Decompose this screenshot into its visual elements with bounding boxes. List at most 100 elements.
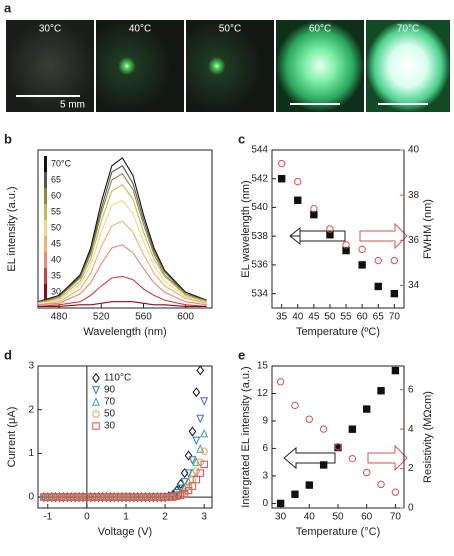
marker [196,414,205,424]
marker [157,493,165,501]
arrow-left [289,226,346,246]
x-tick-label: 40 [292,312,304,323]
y-tick-label: 9 [262,416,268,427]
marker [137,493,146,501]
plot-frame [37,365,213,509]
x-tick-label: 50 [324,312,336,323]
marker [294,196,302,204]
legend-label: 45 [51,238,61,248]
y2-tick-label: 36 [408,235,420,246]
photo-label: 40°C [129,24,151,35]
y-tick-label: 0 [28,492,34,503]
y-tick-label: 534 [251,288,268,299]
marker [59,493,68,501]
x-tick-label: 35 [276,312,288,323]
line [37,275,207,307]
x-axis-label: Temperature (ºC) [296,326,380,338]
marker [319,461,328,469]
legend-marker [92,410,100,418]
marker [294,177,302,186]
y2-axis-label: Resistivity (MΩcm) [422,391,434,483]
marker [362,468,371,477]
legend-swatch [44,236,47,252]
marker [334,443,342,451]
marker [149,493,158,501]
photo-label: 60°C [309,24,331,35]
legend-label: 90 [104,385,116,396]
photo-label: 70°C [397,24,419,35]
marker [122,493,130,501]
photo [96,20,184,112]
marker [51,493,60,501]
photos: 30°C 40°C 50°C 60°C 70°C 5 mm [6,20,450,112]
plot-frame [37,149,213,309]
y2-tick-label: 40 [408,145,420,156]
legend-label: 40 [51,254,61,264]
y-tick-label: 6 [262,443,268,454]
photo [366,20,450,112]
legend-swatch [44,268,47,284]
marker [305,481,314,489]
marker [83,493,91,501]
line [37,165,207,303]
marker [200,447,208,455]
marker [75,493,83,501]
y2-tick-label: 4 [408,424,414,435]
legend-swatch [44,172,47,188]
marker [200,460,208,469]
x-tick-label: 70 [389,312,401,323]
x-tick-label: 50 [332,512,344,523]
y-tick-label: 542 [251,173,268,184]
marker [291,401,299,410]
marker [40,493,48,501]
x-axis-label: Temperature (°C) [296,526,380,538]
marker [192,436,201,446]
legend-label: 70 [104,397,116,408]
legend-label: 110°C [104,373,131,384]
marker [161,493,169,501]
marker [310,204,318,213]
marker [87,493,95,501]
marker [348,454,357,463]
legend-label: 50 [51,222,61,232]
y-tick-label: 15 [257,361,269,372]
y-tick-label: 540 [251,202,268,213]
marker [141,493,150,501]
legend-label: 30 [104,421,116,432]
x-tick-label: 65 [373,312,385,323]
marker [188,482,197,490]
y2-tick-label: 6 [408,384,414,395]
panel-label: a [4,0,12,15]
legend-label: 50 [104,409,116,420]
legend-label: 65 [51,174,61,184]
legend-label: 30 [51,286,61,296]
marker [276,378,285,386]
marker [98,493,107,501]
marker [47,493,56,501]
x-tick-label: 1 [123,512,129,523]
marker [277,175,286,183]
y2-tick-label: 34 [408,280,420,291]
line [38,301,207,307]
plot-frame [271,149,405,309]
legend-marker [92,386,100,395]
legend-label: 60 [51,190,61,200]
marker [63,493,72,501]
x-tick-label: -1 [43,512,52,523]
x-tick-label: 600 [177,312,194,323]
legend-swatch [44,220,47,236]
x-tick-label: 30 [275,512,287,523]
photo-label: 30°C [39,24,61,35]
marker [374,282,382,291]
marker [173,492,181,500]
marker [110,493,118,501]
marker [196,458,204,466]
y-tick-label: 538 [251,231,268,242]
marker [169,493,177,501]
marker [390,256,399,265]
marker [134,493,142,501]
marker [192,467,201,475]
marker [390,289,399,298]
marker [106,493,115,501]
